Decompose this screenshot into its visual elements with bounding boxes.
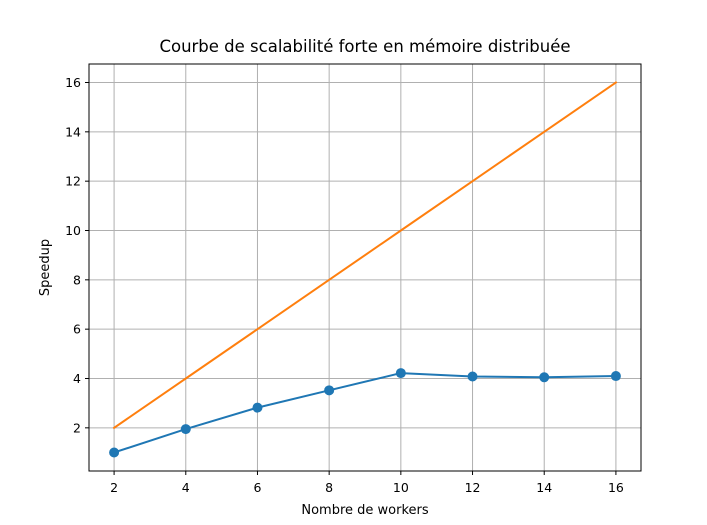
grid xyxy=(89,64,641,471)
series-2-line xyxy=(112,81,618,430)
x-tick-label: 14 xyxy=(536,480,552,495)
y-tick-label: 10 xyxy=(65,223,81,238)
series-1-point xyxy=(180,424,191,435)
series-1-point xyxy=(109,447,120,458)
series-1-point xyxy=(252,402,263,413)
y-tick-label: 14 xyxy=(65,124,81,139)
x-tick-label: 6 xyxy=(253,480,261,495)
y-axis-label: Speedup xyxy=(38,239,53,296)
y-tick-label: 12 xyxy=(65,174,81,189)
x-tick-label: 10 xyxy=(393,480,409,495)
series-layer xyxy=(109,81,621,458)
x-tick-label: 12 xyxy=(465,480,481,495)
axes-frame xyxy=(88,63,642,472)
x-tick-label: 16 xyxy=(608,480,624,495)
series-1-line xyxy=(112,372,617,454)
series-1-point xyxy=(610,371,621,382)
y-tick-label: 4 xyxy=(73,371,81,386)
y-tick-label: 16 xyxy=(65,75,81,90)
y-tick-label: 6 xyxy=(73,322,81,337)
series-1-point xyxy=(539,372,550,383)
y-tick-label: 2 xyxy=(73,420,81,435)
series-1-point xyxy=(467,371,478,382)
axis-ticks: 2 4 6 8 10 12 14 16 2 4 6 8 10 12 14 16 xyxy=(65,75,624,495)
series-1-point xyxy=(324,385,335,396)
x-tick-label: 8 xyxy=(325,480,333,495)
y-tick-label: 8 xyxy=(73,272,81,287)
x-axis-label: Nombre de workers xyxy=(301,503,429,518)
chart-title: Courbe de scalabilité forte en mémoire d… xyxy=(159,37,570,56)
x-tick-label: 2 xyxy=(110,480,118,495)
x-tick-label: 4 xyxy=(182,480,190,495)
series-1-point xyxy=(395,368,406,379)
